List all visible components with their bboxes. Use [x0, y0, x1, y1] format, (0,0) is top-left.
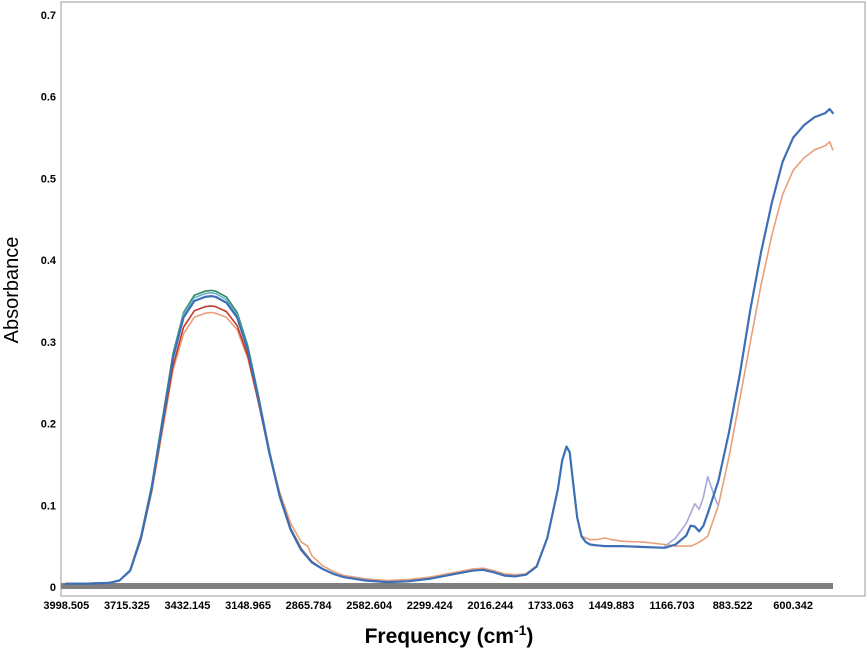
y-tick-label: 0.1 [41, 500, 56, 512]
x-tick-label: 2016.244 [467, 600, 514, 612]
plot-frame [60, 1, 866, 597]
y-tick-label: 0.3 [41, 337, 56, 349]
x-tick-label: 3432.145 [165, 600, 211, 612]
x-tick-label: 883.522 [713, 600, 753, 612]
x-axis-ticks: 3998.505 3715.325 3432.145 3148.965 2865.784… [43, 600, 813, 612]
y-tick-label: 0.2 [41, 419, 56, 431]
x-tick-label: 600.342 [773, 600, 813, 612]
series-layer [64, 107, 834, 585]
x-tick-label: 3148.965 [225, 600, 271, 612]
x-axis-bar [61, 583, 833, 589]
x-tick-label: 3715.325 [104, 600, 150, 612]
y-tick-label: 0.7 [41, 10, 56, 22]
y-tick-label: 0 [50, 582, 56, 594]
y-tick-label: 0.6 [41, 92, 56, 104]
y-tick-label: 0.5 [41, 173, 56, 185]
x-axis-title: Frequency (cm-1) [365, 622, 534, 648]
x-tick-label: 2865.784 [286, 600, 333, 612]
x-tick-label: 1733.063 [528, 600, 574, 612]
y-axis-ticks: 0 0.1 0.2 0.3 0.4 0.5 0.6 0.7 [41, 10, 57, 594]
series-line-0 [64, 107, 834, 585]
x-axis-title-close: ) [526, 625, 533, 648]
x-tick-label: 1166.703 [649, 600, 694, 612]
x-tick-label: 3998.505 [43, 600, 89, 612]
x-axis-title-superscript: -1 [514, 622, 527, 638]
x-tick-label: 2582.604 [346, 600, 393, 612]
x-axis-title-main: Frequency (cm [365, 625, 514, 648]
y-tick-label: 0.4 [41, 255, 57, 267]
x-tick-label: 1449.883 [588, 600, 634, 612]
x-tick-label: 2299.424 [407, 600, 454, 612]
y-axis-title: Absorbance [1, 237, 23, 344]
